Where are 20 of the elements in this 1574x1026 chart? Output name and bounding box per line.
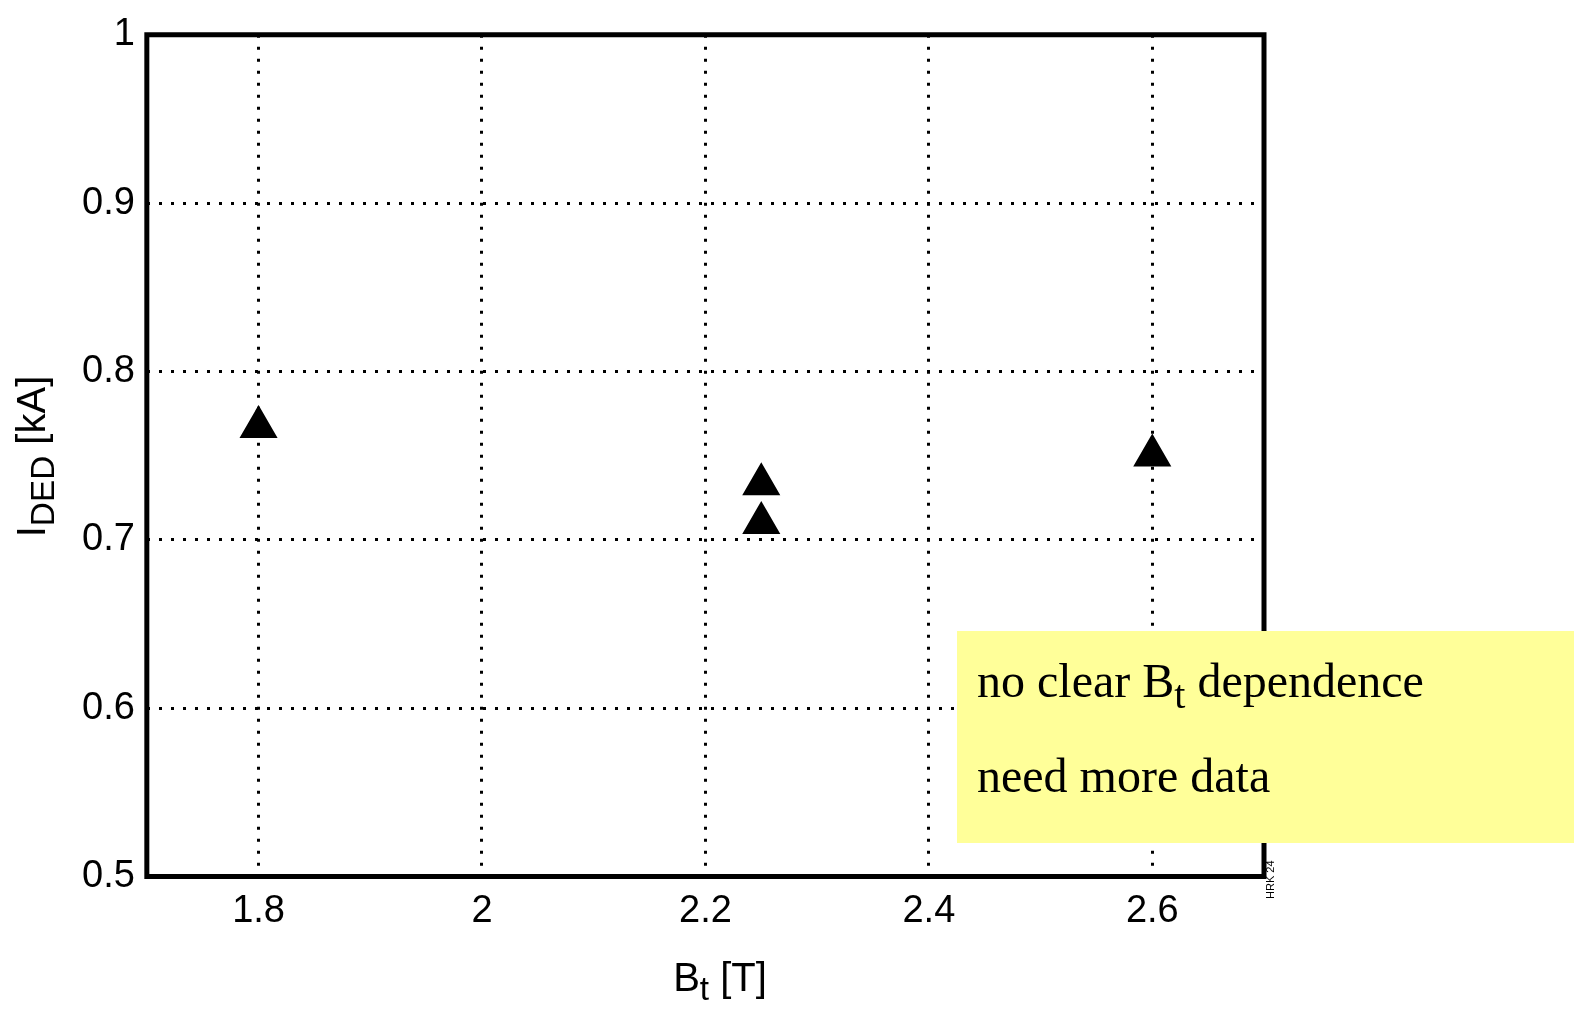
y-tick-label: 0.5 bbox=[82, 852, 135, 895]
point bbox=[742, 501, 780, 534]
annotation: no clear B$_{t}$ dependence bbox=[977, 653, 1425, 718]
point bbox=[742, 463, 780, 496]
annotation: HRK 24 bbox=[1264, 859, 1276, 899]
x-tick-label: 1.8 bbox=[232, 887, 285, 930]
note-box: no clear B$_{t}$ dependence need more data bbox=[957, 631, 1574, 843]
x-tick-label: 2.6 bbox=[1125, 887, 1179, 930]
point bbox=[240, 405, 277, 438]
y-tick-label: 0.7 bbox=[82, 516, 135, 559]
point bbox=[1133, 434, 1171, 467]
annotation: need more data bbox=[977, 747, 1272, 803]
x-tick-label: 2.2 bbox=[679, 887, 732, 930]
y-tick-label: 1 bbox=[113, 11, 135, 54]
y-tick-label: 0.8 bbox=[82, 347, 135, 390]
y-tick-label: 0.6 bbox=[82, 684, 135, 727]
x-tick-label: 2.4 bbox=[902, 887, 956, 930]
x-axis-title: B$_{t}$ [T] bbox=[672, 955, 768, 1008]
y-tick-label: 0.9 bbox=[82, 179, 135, 222]
x-tick-label: 2 bbox=[471, 887, 493, 930]
